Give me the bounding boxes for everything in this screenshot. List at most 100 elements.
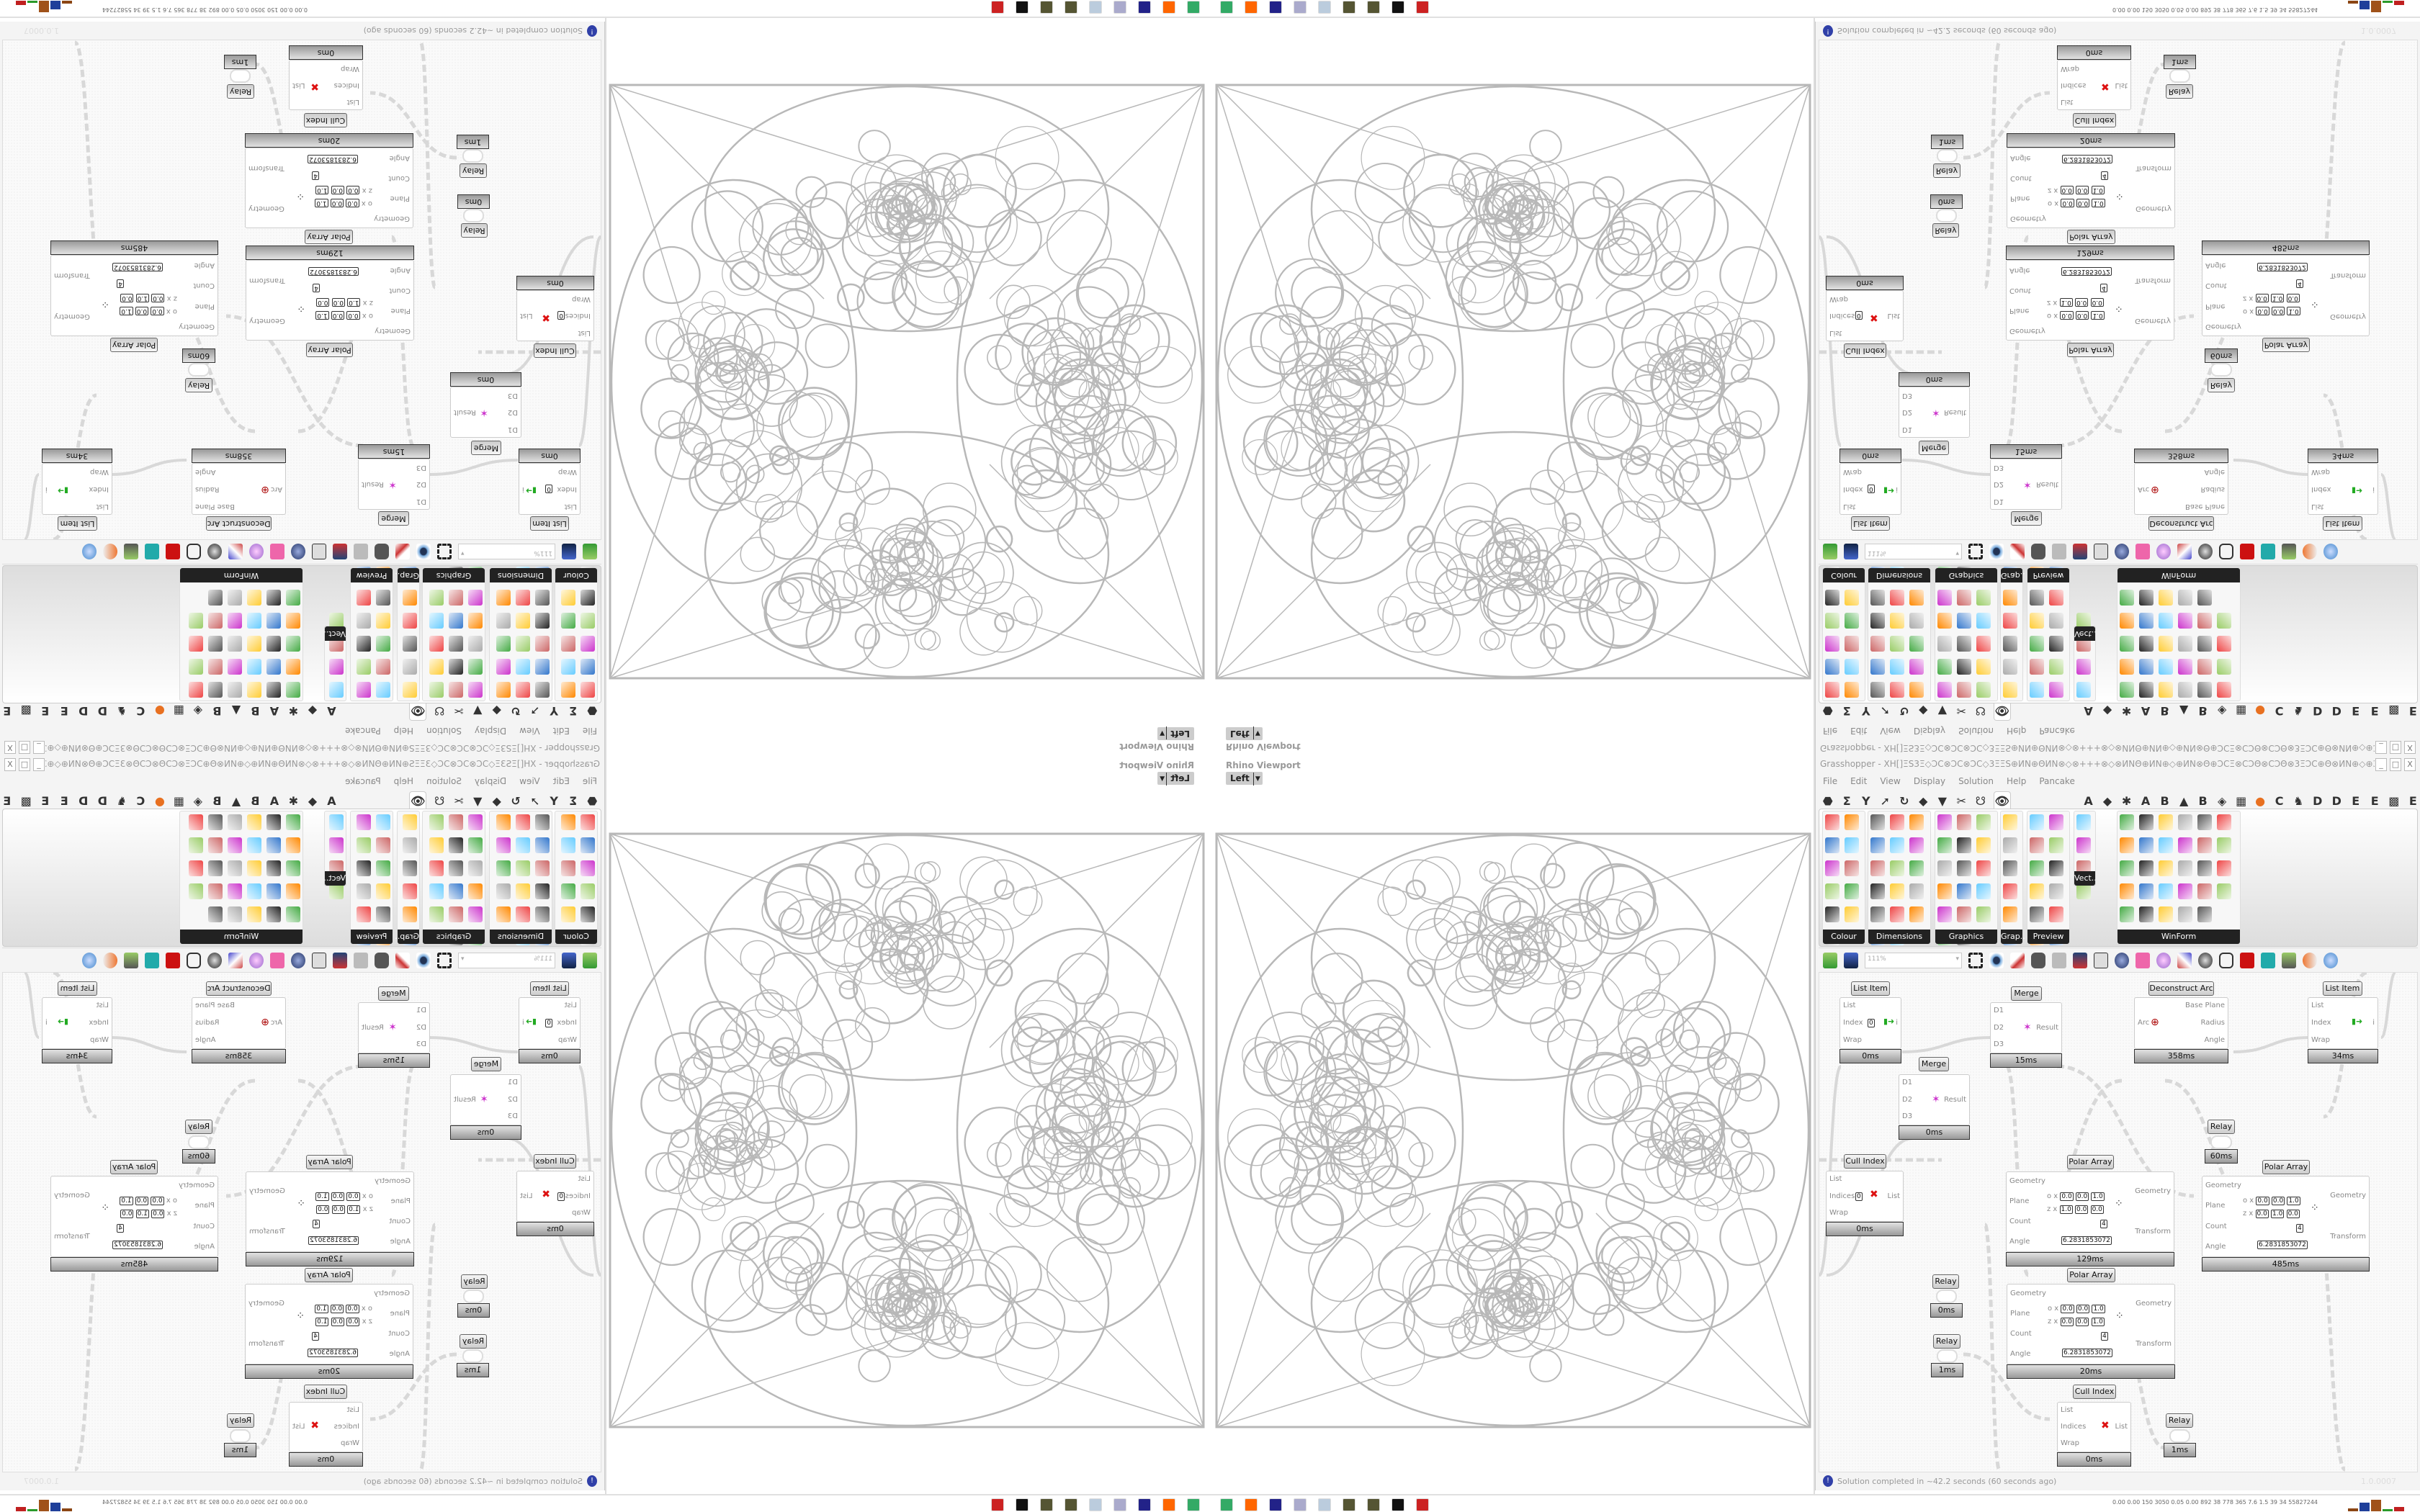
menu-edit[interactable]: Edit <box>1850 726 1868 736</box>
component-icon[interactable] <box>286 883 300 899</box>
input-param[interactable]: Plane <box>2009 307 2030 315</box>
input-param[interactable]: D1 <box>507 426 518 434</box>
menu-solution[interactable]: Solution <box>1958 776 1994 786</box>
gha-icon[interactable] <box>333 544 347 560</box>
ribbon-tab[interactable]: E <box>2352 793 2360 808</box>
save-64-icon[interactable] <box>1269 1498 1282 1511</box>
panel-label[interactable]: Preview <box>351 930 393 944</box>
at-icon[interactable] <box>2052 544 2066 560</box>
component-icon[interactable] <box>2178 590 2192 606</box>
ribbon-tab[interactable]: ➚ <box>1880 704 1890 719</box>
component-icon[interactable] <box>403 613 417 629</box>
input-param[interactable]: Indices <box>1829 1192 1855 1200</box>
component-icon[interactable] <box>266 883 281 899</box>
component-icon[interactable] <box>535 814 550 830</box>
ribbon-tab[interactable]: ▼ <box>1937 704 1947 719</box>
component-icon[interactable] <box>468 814 483 830</box>
output-param[interactable]: Transform <box>248 164 284 172</box>
component-body[interactable]: List Index Wrap i ▮➜ <box>42 463 112 515</box>
output-param[interactable]: Geometry <box>2330 312 2366 320</box>
input-param[interactable]: Wrap <box>89 1036 109 1044</box>
ribbon-tab[interactable]: ● <box>2255 704 2266 719</box>
relay-body[interactable] <box>2169 1429 2190 1443</box>
rhino-icon[interactable] <box>1016 1498 1028 1511</box>
component-icon[interactable] <box>2076 814 2091 830</box>
component-label[interactable]: Relay <box>461 223 488 238</box>
component-icon[interactable] <box>429 613 444 629</box>
component-icon[interactable] <box>581 682 595 698</box>
component-icon[interactable] <box>1825 860 1839 876</box>
input-param[interactable]: Wrap <box>340 1439 359 1448</box>
component-icon[interactable] <box>208 659 223 675</box>
input-param[interactable]: Geometry <box>2205 322 2241 330</box>
input-param[interactable]: Wrap <box>2061 64 2080 73</box>
preview-eye-icon[interactable] <box>1989 952 2004 968</box>
input-param[interactable]: List <box>2311 1002 2324 1009</box>
input-param[interactable]: Wrap <box>340 64 359 73</box>
ribbon-tab[interactable]: A <box>2084 704 2093 719</box>
panel-label[interactable]: Vect.. <box>323 626 346 641</box>
component-icon[interactable] <box>329 814 344 830</box>
output-param[interactable]: Result <box>362 1023 384 1032</box>
component-icon[interactable] <box>561 659 575 675</box>
zaxis-value[interactable]: 1.0 <box>315 1318 329 1326</box>
output-param[interactable]: Transform <box>2136 1340 2172 1348</box>
component-icon[interactable] <box>2217 837 2231 853</box>
component-icon[interactable] <box>2003 613 2017 629</box>
ribbon-tab[interactable]: ☋ <box>1975 793 1986 808</box>
blue-sphere-icon[interactable] <box>2323 544 2338 560</box>
component-body[interactable]: Geometry Plane Count Angle Geometry Transform… <box>2006 1171 2174 1252</box>
grasshopper-icon[interactable] <box>1065 1 1077 14</box>
ribbon-tab[interactable]: ✱ <box>288 793 299 808</box>
input-param[interactable]: D3 <box>1902 391 1913 400</box>
save-icon[interactable] <box>1844 544 1858 560</box>
component-icon[interactable] <box>2003 883 2017 899</box>
ribbon-tab[interactable]: ☋ <box>1975 704 1986 719</box>
input-param[interactable]: Wrap <box>1829 1209 1849 1218</box>
component-icon[interactable] <box>1890 860 1904 876</box>
rhino-settings-icon[interactable] <box>1416 1498 1429 1511</box>
output-param[interactable]: Base Plane <box>195 1002 235 1009</box>
component-icon[interactable] <box>2076 682 2091 698</box>
input-param[interactable]: List <box>564 503 577 510</box>
component-icon[interactable] <box>1976 659 1991 675</box>
origin-value[interactable]: 1.0 <box>315 199 328 207</box>
script-icon[interactable] <box>1294 1 1307 14</box>
menu-display[interactable]: Display <box>474 776 507 786</box>
zaxis-value[interactable]: 1.0 <box>347 1205 361 1214</box>
output-param[interactable]: Transform <box>2330 271 2366 280</box>
component-icon[interactable] <box>2178 659 2192 675</box>
cylinder-icon[interactable] <box>187 544 201 560</box>
component-icon[interactable] <box>1909 659 1924 675</box>
component-icon[interactable] <box>208 883 223 899</box>
component-icon[interactable] <box>1890 590 1904 606</box>
ribbon-tab[interactable]: ☋ <box>434 704 445 719</box>
output-param[interactable]: Result <box>1944 1095 1966 1104</box>
ribbon-tab[interactable]: ◈ <box>193 704 203 719</box>
component-icon[interactable] <box>581 613 595 629</box>
half-sphere-icon[interactable] <box>103 952 117 968</box>
component-icon[interactable] <box>228 883 242 899</box>
component-icon[interactable] <box>357 883 371 899</box>
component-body[interactable]: List Indices Wrap List ✖ 0 <box>516 1171 594 1222</box>
component-icon[interactable] <box>2159 590 2173 606</box>
component-body[interactable]: Geometry Plane Count Angle Geometry Transform… <box>246 1171 414 1252</box>
component-label[interactable]: Polar Array <box>2262 338 2310 352</box>
component-icon[interactable] <box>266 659 281 675</box>
component-icon[interactable] <box>535 590 550 606</box>
component-body[interactable]: Arc Base Plane Radius Angle ⊕ <box>192 997 286 1049</box>
wire-icon[interactable] <box>2177 952 2192 968</box>
input-param[interactable]: D3 <box>1994 463 2004 472</box>
component-icon[interactable] <box>2003 906 2017 922</box>
component-icon[interactable] <box>2217 682 2231 698</box>
component-icon[interactable] <box>228 613 242 629</box>
component-icon[interactable] <box>2120 682 2134 698</box>
component-icon[interactable] <box>2159 636 2173 652</box>
component-icon[interactable] <box>266 590 281 606</box>
index-value[interactable]: 0 <box>1855 311 1863 320</box>
component-icon[interactable] <box>2120 636 2134 652</box>
image-icon[interactable] <box>2094 544 2108 560</box>
input-param[interactable]: Index <box>89 485 109 493</box>
panel-label[interactable]: Graphics <box>423 930 485 944</box>
angle-value[interactable]: 6.2831853072 <box>2062 1349 2112 1357</box>
